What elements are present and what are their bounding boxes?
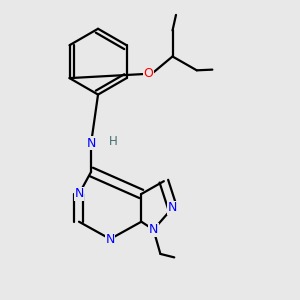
Text: N: N (168, 201, 177, 214)
Text: O: O (143, 67, 153, 80)
Text: N: N (74, 188, 84, 200)
Text: N: N (149, 223, 158, 236)
Text: N: N (86, 136, 96, 150)
Text: N: N (106, 232, 115, 245)
Text: H: H (109, 135, 118, 148)
